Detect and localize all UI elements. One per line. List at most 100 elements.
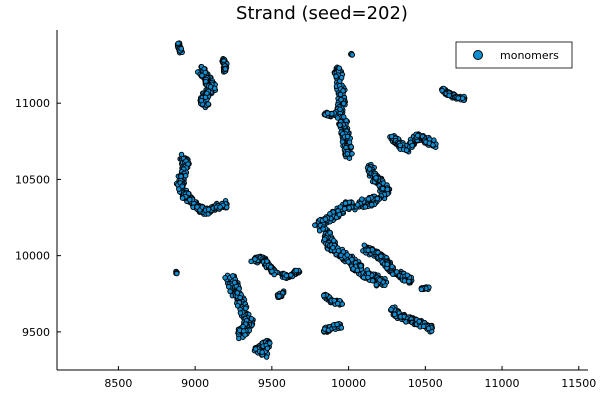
monomer-point — [174, 270, 180, 277]
axes — [56, 30, 588, 371]
monomer-point — [341, 114, 347, 120]
monomer-point — [404, 272, 411, 278]
monomer-point — [446, 92, 452, 99]
monomer-point — [325, 110, 331, 116]
monomer-point — [320, 292, 327, 299]
x-tick-label: 11000 — [485, 377, 520, 390]
monomer-point — [348, 144, 354, 150]
monomer-point — [384, 261, 390, 267]
monomer-point — [340, 88, 346, 94]
monomer-point — [333, 73, 339, 80]
monomer-point — [217, 204, 223, 210]
monomer-point — [202, 94, 209, 101]
y-tick-label: 10000 — [15, 250, 50, 263]
monomer-point — [455, 95, 461, 101]
monomer-point — [393, 269, 400, 275]
monomer-point — [430, 142, 436, 148]
monomer-point — [406, 278, 412, 285]
monomer-point — [339, 301, 346, 307]
monomer-point — [283, 272, 290, 279]
monomer-point — [205, 101, 211, 107]
monomer-point — [229, 273, 236, 279]
monomer-point — [222, 274, 228, 281]
monomer-point — [259, 349, 265, 355]
monomer-point — [331, 297, 338, 304]
monomer-point — [344, 151, 351, 157]
monomer-point — [267, 264, 274, 270]
monomer-point — [374, 195, 381, 202]
legend: monomers — [455, 41, 573, 69]
monomer-point — [182, 172, 189, 179]
monomer-point — [401, 278, 408, 284]
data-points — [173, 40, 468, 360]
monomer-point — [178, 46, 184, 52]
monomer-point — [346, 205, 352, 211]
legend-label: monomers — [500, 49, 559, 62]
monomer-point — [199, 72, 205, 79]
monomer-point — [252, 346, 259, 352]
monomer-point — [354, 267, 361, 274]
monomer-point — [340, 100, 347, 107]
monomer-point — [179, 195, 186, 201]
monomer-point — [420, 323, 427, 330]
monomer-point — [384, 186, 391, 193]
monomer-point — [336, 211, 343, 218]
monomer-point — [365, 196, 372, 202]
axis-ticks: 8500 9000 9500 10000 10500 11000 11500 9500 1000… — [15, 97, 596, 390]
monomer-point — [205, 206, 212, 213]
monomer-point — [359, 196, 365, 202]
y-tick-label: 9500 — [22, 326, 50, 339]
monomer-point — [379, 185, 386, 192]
monomer-point — [362, 204, 369, 210]
monomer-point — [320, 226, 326, 232]
monomer-point — [388, 306, 394, 313]
monomer-point — [225, 284, 232, 290]
monomer-point — [354, 202, 361, 208]
chart-title: Strand (seed=202) — [236, 3, 408, 24]
monomer-point — [373, 175, 379, 181]
monomer-point — [263, 354, 270, 360]
monomer-point — [276, 293, 282, 299]
monomer-point — [418, 286, 425, 293]
monomer-point — [330, 244, 336, 251]
monomer-point — [198, 97, 205, 104]
monomer-point — [397, 142, 403, 149]
monomer-point — [178, 173, 184, 180]
monomer-point — [368, 201, 375, 208]
monomer-point — [194, 204, 200, 210]
x-tick-label: 8500 — [104, 377, 132, 390]
x-tick-label: 10000 — [331, 377, 366, 390]
monomer-point — [243, 305, 249, 312]
monomer-point — [338, 325, 345, 331]
monomer-point — [222, 66, 229, 72]
monomer-point — [337, 91, 344, 98]
monomer-point — [349, 52, 355, 58]
monomer-point — [334, 300, 341, 307]
monomer-point — [341, 206, 348, 212]
monomer-point — [252, 256, 258, 262]
monomer-point — [366, 166, 373, 172]
monomer-point — [267, 340, 273, 346]
monomer-point — [369, 247, 376, 253]
monomer-point — [344, 133, 351, 140]
monomer-point — [327, 229, 333, 236]
monomer-point — [373, 282, 380, 288]
monomer-point — [242, 332, 248, 338]
monomer-point — [342, 200, 349, 207]
monomer-point — [344, 252, 350, 258]
monomer-point — [293, 267, 299, 274]
monomer-point — [312, 222, 318, 228]
monomer-point — [425, 325, 432, 332]
monomer-point — [378, 253, 384, 259]
monomer-point — [334, 321, 340, 328]
monomer-point — [176, 186, 182, 192]
monomer-point — [409, 142, 415, 149]
monomer-point — [389, 263, 395, 270]
monomer-point — [345, 259, 351, 265]
x-tick-label: 9500 — [258, 377, 286, 390]
monomer-point — [337, 122, 343, 128]
monomer-point — [389, 271, 396, 277]
monomer-point — [331, 237, 337, 244]
monomer-point — [231, 279, 238, 286]
